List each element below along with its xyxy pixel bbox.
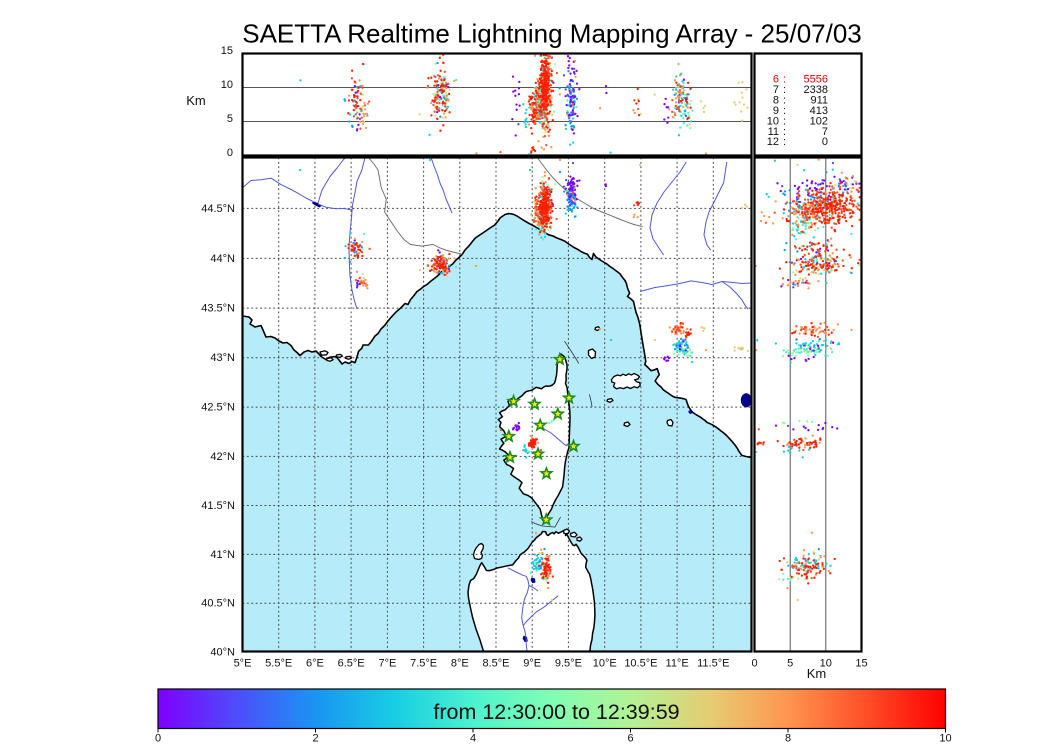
svg-text::: : xyxy=(783,94,786,106)
svg-text:43°N: 43°N xyxy=(210,352,235,364)
svg-text:10: 10 xyxy=(820,658,832,670)
svg-text:0: 0 xyxy=(227,147,233,159)
svg-text:5.5°E: 5.5°E xyxy=(265,658,292,670)
svg-text:10.5°E: 10.5°E xyxy=(624,658,657,670)
svg-text:911: 911 xyxy=(810,94,828,106)
svg-text:8°E: 8°E xyxy=(451,658,469,670)
svg-text:Km: Km xyxy=(186,93,206,108)
svg-text:5: 5 xyxy=(787,658,793,670)
svg-text:6: 6 xyxy=(627,733,633,745)
svg-text:9: 9 xyxy=(773,105,779,117)
svg-text:102: 102 xyxy=(810,115,828,127)
svg-text:43.5°N: 43.5°N xyxy=(201,303,235,315)
svg-text::: : xyxy=(783,126,786,138)
svg-text:8: 8 xyxy=(773,94,779,106)
svg-text:10: 10 xyxy=(939,733,951,745)
svg-text:9.5°E: 9.5°E xyxy=(555,658,582,670)
svg-text:4: 4 xyxy=(470,733,476,745)
svg-text:15: 15 xyxy=(221,45,233,57)
svg-text:40.5°N: 40.5°N xyxy=(201,598,235,610)
svg-text:10: 10 xyxy=(221,79,233,91)
svg-text:2338: 2338 xyxy=(804,84,828,96)
svg-text::: : xyxy=(783,105,786,117)
svg-text:Km: Km xyxy=(807,666,827,681)
svg-text:8.5°E: 8.5°E xyxy=(482,658,509,670)
svg-text:7: 7 xyxy=(822,126,828,138)
svg-text:6: 6 xyxy=(773,74,779,86)
svg-text:44.5°N: 44.5°N xyxy=(201,203,235,215)
svg-text:10°E: 10°E xyxy=(593,658,617,670)
svg-text:8: 8 xyxy=(785,733,791,745)
svg-text:7: 7 xyxy=(773,84,779,96)
svg-text::: : xyxy=(783,84,786,96)
svg-text:5: 5 xyxy=(227,113,233,125)
svg-text:41°N: 41°N xyxy=(210,549,235,561)
svg-text:413: 413 xyxy=(810,105,828,117)
svg-text:41.5°N: 41.5°N xyxy=(201,500,235,512)
svg-text:6.5°E: 6.5°E xyxy=(338,658,365,670)
svg-text:42.5°N: 42.5°N xyxy=(201,402,235,414)
svg-text:44°N: 44°N xyxy=(210,253,235,265)
svg-text:40°N: 40°N xyxy=(210,646,235,658)
svg-text:5556: 5556 xyxy=(804,74,828,86)
svg-text:0: 0 xyxy=(155,733,161,745)
svg-text:9°E: 9°E xyxy=(523,658,541,670)
svg-text:0: 0 xyxy=(751,658,757,670)
svg-text:12: 12 xyxy=(767,136,779,148)
svg-text::: : xyxy=(783,115,786,127)
svg-text:6°E: 6°E xyxy=(306,658,324,670)
svg-text:42°N: 42°N xyxy=(210,451,235,463)
svg-text:11°E: 11°E xyxy=(666,658,689,670)
svg-text:5°E: 5°E xyxy=(234,658,252,670)
svg-text:11: 11 xyxy=(768,126,779,138)
svg-text:SAETTA Realtime Lightning Mapp: SAETTA Realtime Lightning Mapping Array … xyxy=(242,19,862,49)
svg-text::: : xyxy=(783,74,786,86)
svg-text:from 12:30:00 to 12:39:59: from 12:30:00 to 12:39:59 xyxy=(433,700,679,724)
svg-text:11.5°E: 11.5°E xyxy=(697,658,729,670)
svg-text:0: 0 xyxy=(822,136,828,148)
svg-text::: : xyxy=(783,136,786,148)
svg-text:7°E: 7°E xyxy=(378,658,396,670)
svg-text:2: 2 xyxy=(312,733,318,745)
svg-text:7.5°E: 7.5°E xyxy=(410,658,437,670)
svg-text:10: 10 xyxy=(767,115,779,127)
svg-text:15: 15 xyxy=(855,658,867,670)
